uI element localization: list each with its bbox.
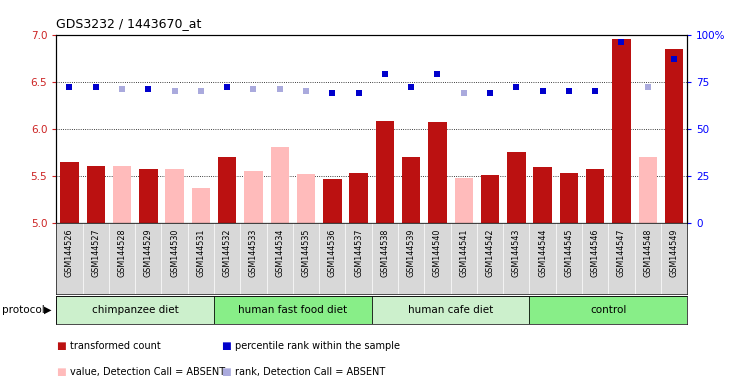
Bar	[454, 177, 473, 223]
Bar	[165, 169, 184, 223]
Bar	[244, 171, 263, 223]
Text: GSM144535: GSM144535	[302, 228, 310, 277]
Bar	[297, 174, 315, 223]
Text: GSM144539: GSM144539	[407, 228, 415, 277]
Bar	[372, 296, 529, 324]
Text: ■: ■	[222, 341, 231, 351]
Text: control: control	[590, 305, 626, 315]
Text: GSM144544: GSM144544	[538, 228, 547, 277]
Text: human cafe diet: human cafe diet	[408, 305, 493, 315]
Text: chimpanzee diet: chimpanzee diet	[92, 305, 179, 315]
Bar	[507, 152, 526, 223]
Bar	[586, 169, 605, 223]
Bar	[481, 175, 499, 223]
Text: GSM144536: GSM144536	[328, 228, 336, 277]
Bar	[638, 157, 657, 223]
Text: GSM144534: GSM144534	[276, 228, 284, 277]
Bar	[428, 122, 447, 223]
Text: ■: ■	[56, 367, 66, 377]
Bar	[56, 296, 214, 324]
Text: ▶: ▶	[44, 305, 51, 315]
Text: GSM144549: GSM144549	[670, 228, 678, 277]
Bar	[533, 167, 552, 223]
Text: GSM144545: GSM144545	[565, 228, 573, 277]
Text: GSM144548: GSM144548	[644, 228, 652, 277]
Text: GSM144540: GSM144540	[433, 228, 442, 277]
Bar	[86, 166, 105, 223]
Bar	[214, 296, 372, 324]
Text: GSM144531: GSM144531	[197, 228, 205, 277]
Text: GSM144533: GSM144533	[249, 228, 258, 277]
Text: GSM144546: GSM144546	[591, 228, 599, 277]
Text: GSM144542: GSM144542	[486, 228, 494, 277]
Bar	[60, 162, 79, 223]
Text: GSM144526: GSM144526	[65, 228, 74, 277]
Text: ■: ■	[56, 341, 66, 351]
Text: transformed count: transformed count	[70, 341, 161, 351]
Text: ■: ■	[222, 367, 231, 377]
Bar	[270, 147, 289, 223]
Bar	[218, 157, 237, 223]
Bar	[192, 188, 210, 223]
Text: rank, Detection Call = ABSENT: rank, Detection Call = ABSENT	[235, 367, 385, 377]
Text: human fast food diet: human fast food diet	[238, 305, 348, 315]
Text: GSM144532: GSM144532	[223, 228, 231, 277]
Bar	[402, 157, 421, 223]
Text: GDS3232 / 1443670_at: GDS3232 / 1443670_at	[56, 17, 202, 30]
Bar	[665, 49, 683, 223]
Text: GSM144529: GSM144529	[144, 228, 152, 277]
Text: GSM144538: GSM144538	[381, 228, 389, 277]
Bar	[139, 169, 158, 223]
Text: value, Detection Call = ABSENT: value, Detection Call = ABSENT	[70, 367, 225, 377]
Text: GSM144528: GSM144528	[118, 228, 126, 277]
Bar	[323, 179, 342, 223]
Text: GSM144527: GSM144527	[92, 228, 100, 277]
Text: protocol: protocol	[2, 305, 44, 315]
Bar	[612, 39, 631, 223]
Bar	[559, 173, 578, 223]
Bar	[529, 296, 687, 324]
Text: GSM144537: GSM144537	[354, 228, 363, 277]
Text: GSM144543: GSM144543	[512, 228, 520, 277]
Text: GSM144547: GSM144547	[617, 228, 626, 277]
Bar	[349, 173, 368, 223]
Text: percentile rank within the sample: percentile rank within the sample	[235, 341, 400, 351]
Bar	[113, 166, 131, 223]
Text: GSM144530: GSM144530	[170, 228, 179, 277]
Bar	[376, 121, 394, 223]
Text: GSM144541: GSM144541	[460, 228, 468, 277]
